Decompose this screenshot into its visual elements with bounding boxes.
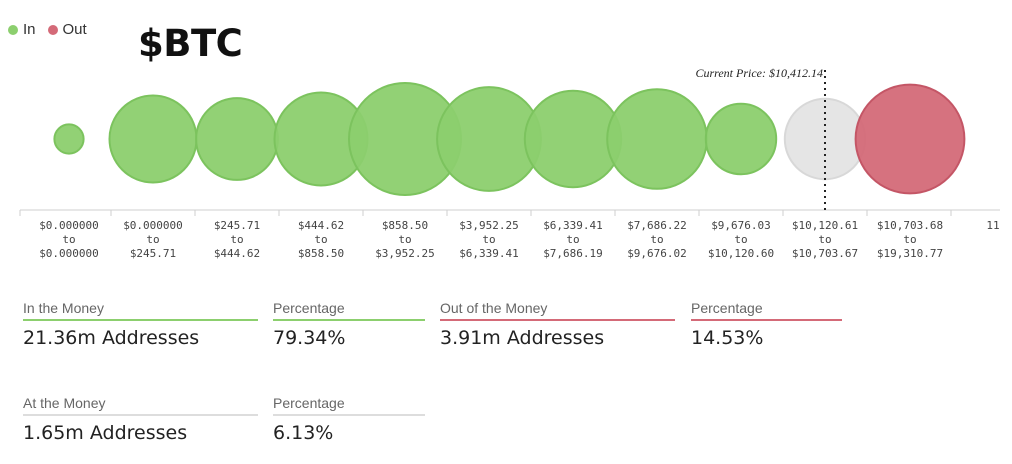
stat-label: At the Money [23,395,106,411]
stat-label: Percentage [273,300,345,316]
tick-label-to-word: to [230,233,243,246]
legend-item-in[interactable]: In [8,21,36,38]
chart-legend: In Out [8,21,93,38]
stat-in-percentage: Percentage 79.34% [273,300,425,349]
stat-underline [691,319,842,321]
bubble-in [606,88,708,190]
legend-label-out: Out [62,21,87,38]
tick-label-from: $858.50 [382,219,428,232]
stat-label: Percentage [691,300,763,316]
stat-out-of-the-money: Out of the Money 3.91m Addresses [440,300,675,349]
tick-label-to: $10,120.60 [708,247,774,260]
legend-item-out[interactable]: Out [47,21,87,38]
tick-label-to-word: to [398,233,411,246]
tick-label-from: $10,120.61 [792,219,858,232]
stat-at-the-money: At the Money 1.65m Addresses [23,395,258,444]
tick-label-to: $6,339.41 [459,247,519,260]
bubble-out [854,83,966,195]
bubble-in [704,102,778,176]
tick-label-to-word: to [650,233,663,246]
stat-label: Out of the Money [440,300,548,316]
tick-label-from: $7,686.22 [627,219,687,232]
tick-label-from: $6,339.41 [543,219,603,232]
tick-label-to: $0.000000 [39,247,99,260]
ticker-title: $BTC [138,22,243,65]
tick-label-from: $10,703.68 [877,219,943,232]
stat-in-the-money: In the Money 21.36m Addresses [23,300,258,349]
stat-label: In the Money [23,300,104,316]
bubble-in [53,123,85,155]
tick-label-from: $0.000000 [39,219,99,232]
stat-underline [23,414,258,416]
tick-label-to-word: to [566,233,579,246]
tick-label-to: $858.50 [298,247,344,260]
tick-label-from: $444.62 [298,219,344,232]
bubble-in [195,97,279,181]
current-price-label: Current Price: $10,412.14 [695,66,823,80]
tick-label-to-word: to [734,233,747,246]
tick-label-from: $245.71 [214,219,260,232]
tick-label-to: $19,310.77 [877,247,943,260]
tick-label-to-word: to [146,233,159,246]
stat-value: 14.53% [691,327,764,349]
legend-swatch-out [47,24,58,35]
tick-label-to: $10,703.67 [792,247,858,260]
stat-out-percentage: Percentage 14.53% [691,300,842,349]
bubble-chart: Current Price: $10,412.14$0.000000to$0.0… [19,66,1000,260]
tick-label-to: $7,686.19 [543,247,603,260]
stat-value: 6.13% [273,422,334,444]
tick-label-to-word: to [903,233,916,246]
tick-label-to: $444.62 [214,247,260,260]
stat-value: 21.36m Addresses [23,327,200,349]
stat-underline [273,414,425,416]
tick-label-to-word: to [482,233,495,246]
tick-label-from: $0.000000 [123,219,183,232]
stat-value: 79.34% [273,327,346,349]
tick-label-to-word: to [818,233,831,246]
legend-swatch-in [8,24,18,35]
stat-value: 1.65m Addresses [23,422,188,444]
tick-label-to-word: to [62,233,75,246]
tick-label-from: 11 [986,219,999,232]
tick-label-to: $245.71 [130,247,176,260]
stat-value: 3.91m Addresses [440,327,605,349]
tick-label-from: $9,676.03 [711,219,771,232]
tick-label-to: $3,952.25 [375,247,435,260]
stat-label: Percentage [273,395,345,411]
legend-label-in: In [23,21,36,38]
stat-underline [273,319,425,321]
tick-label-to: $9,676.02 [627,247,687,260]
tick-label-to-word: to [314,233,327,246]
stat-underline [23,319,258,321]
stat-underline [440,319,675,321]
stat-at-percentage: Percentage 6.13% [273,395,425,444]
bubble-in [108,94,198,184]
tick-label-from: $3,952.25 [459,219,519,232]
